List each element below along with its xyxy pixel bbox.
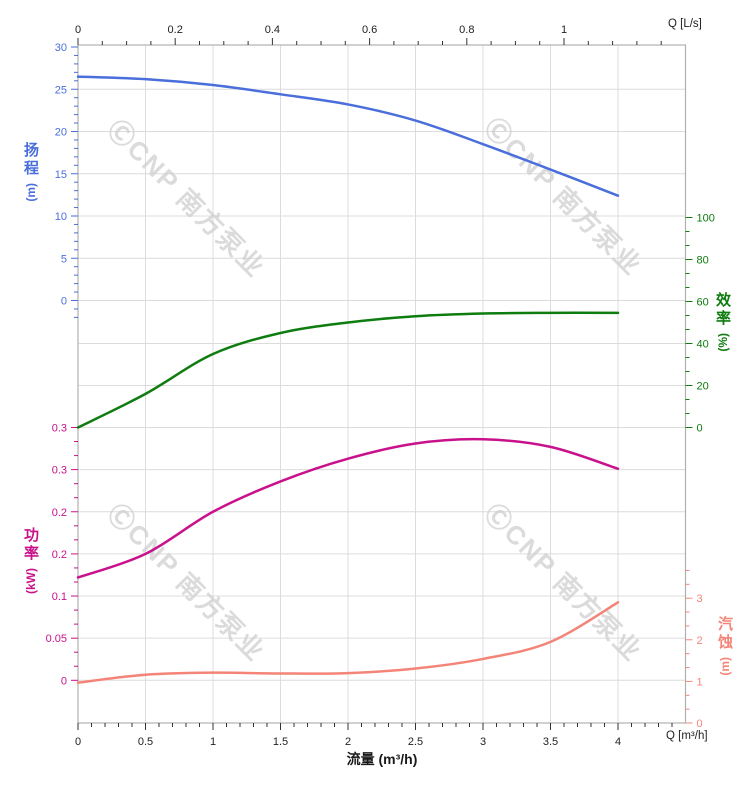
flow-tick-label: 2 bbox=[345, 736, 351, 748]
efficiency-axis-name: 效率 bbox=[714, 292, 731, 328]
head-tick-label: 0 bbox=[61, 296, 67, 308]
power-axis-title: 功率 (kW) bbox=[20, 527, 41, 594]
lps-tick-label: 0.4 bbox=[265, 24, 280, 36]
head-axis-unit: (m) bbox=[23, 183, 38, 202]
flow-tick-label: 1.5 bbox=[273, 736, 288, 748]
eff-tick-label: 80 bbox=[697, 255, 709, 267]
npsh-axis-title: 汽蚀 (m) bbox=[714, 616, 735, 676]
eff-tick-label: 100 bbox=[697, 213, 715, 225]
head-tick-label: 5 bbox=[61, 253, 67, 265]
power-axis-name: 功率 bbox=[22, 527, 39, 563]
npsh-tick-label: 0 bbox=[697, 718, 703, 730]
curves-layer bbox=[76, 75, 620, 684]
flow-tick-label: 3 bbox=[480, 736, 486, 748]
power-axis-unit: (kW) bbox=[23, 568, 38, 594]
power-tick-label: 0 bbox=[61, 675, 67, 687]
flow-tick-label: 0 bbox=[75, 736, 81, 748]
head-axis-name: 扬程 bbox=[22, 142, 39, 178]
lps-tick-label: 0.8 bbox=[459, 24, 474, 36]
efficiency-axis-title: 效率 (%) bbox=[712, 292, 733, 352]
head-tick-label: 10 bbox=[55, 211, 67, 223]
top-axis-unit-label: Q [L/s] bbox=[668, 18, 702, 30]
npsh-curve bbox=[76, 601, 620, 684]
flow-tick-label: 0.5 bbox=[138, 736, 153, 748]
npsh-axis-unit: (m) bbox=[717, 657, 732, 676]
watermark-layer: ⒸCNP 南方泵业 ⒸCNP 南方泵业 ⒸCNP 南方泵业 ⒸCNP 南方泵业 bbox=[102, 112, 648, 667]
eff-tick-label: 40 bbox=[697, 339, 709, 351]
axes-layer: 0 0.5 1 1.5 2 2.5 3 3.5 40 0.2 0.4 0.6 0.8 1302520151… bbox=[46, 24, 715, 748]
head-axis-title: 扬程 (m) bbox=[20, 142, 41, 202]
head-curve bbox=[76, 75, 620, 197]
power-tick-label: 0.05 bbox=[46, 633, 67, 645]
head-tick-label: 15 bbox=[55, 169, 67, 181]
lps-tick-label: 0.2 bbox=[168, 24, 183, 36]
power-tick-label: 0.2 bbox=[52, 507, 67, 519]
npsh-tick-label: 3 bbox=[697, 593, 703, 605]
npsh-tick-label: 2 bbox=[697, 635, 703, 647]
power-tick-label: 0.2 bbox=[52, 549, 67, 561]
flow-tick-label: 4 bbox=[615, 736, 621, 748]
watermark: ⒸCNP 南方泵业 bbox=[479, 112, 648, 281]
power-tick-label: 0.3 bbox=[52, 465, 67, 477]
lps-tick-label: 0 bbox=[75, 24, 81, 36]
lps-tick-label: 0.6 bbox=[362, 24, 377, 36]
head-tick-label: 25 bbox=[55, 84, 67, 96]
gridlines bbox=[78, 45, 686, 723]
eff-tick-label: 20 bbox=[697, 381, 709, 393]
head-tick-label: 20 bbox=[55, 127, 67, 139]
lps-tick-label: 1 bbox=[561, 24, 567, 36]
flow-tick-label: 2.5 bbox=[408, 736, 423, 748]
eff-tick-label: 0 bbox=[697, 423, 703, 435]
power-tick-label: 0.1 bbox=[52, 591, 67, 603]
npsh-tick-label: 1 bbox=[697, 676, 703, 688]
bottom-axis-unit-label: Q [m³/h] bbox=[666, 730, 708, 742]
watermark: ⒸCNP 南方泵业 bbox=[479, 498, 648, 667]
watermark: ⒸCNP 南方泵业 bbox=[102, 498, 271, 667]
eff-tick-label: 60 bbox=[697, 297, 709, 309]
efficiency-axis-unit: (%) bbox=[715, 333, 730, 352]
flow-axis-title: 流量 (m³/h) bbox=[346, 751, 418, 767]
power-curve bbox=[76, 437, 620, 579]
plot-border bbox=[77, 44, 687, 724]
npsh-axis-name: 汽蚀 bbox=[716, 616, 733, 652]
eff-curve bbox=[76, 311, 620, 429]
head-tick-label: 30 bbox=[55, 42, 67, 54]
flow-tick-label: 1 bbox=[210, 736, 216, 748]
power-tick-label: 0.3 bbox=[52, 422, 67, 434]
flow-tick-label: 3.5 bbox=[543, 736, 558, 748]
